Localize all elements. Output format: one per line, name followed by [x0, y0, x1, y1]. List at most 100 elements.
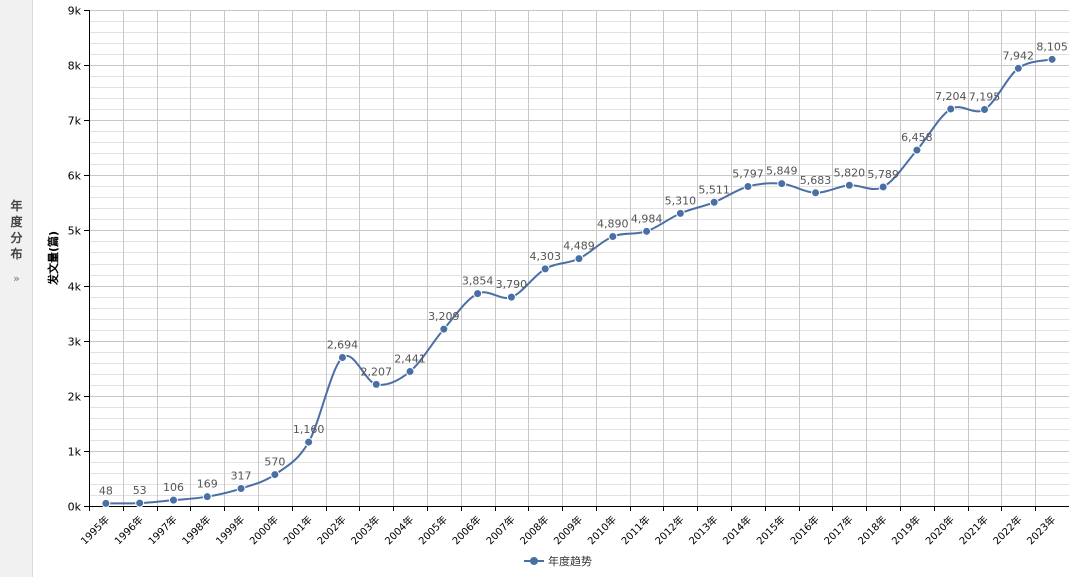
data-point[interactable] [371, 379, 381, 389]
data-point[interactable] [777, 179, 787, 189]
data-point[interactable] [811, 188, 821, 198]
x-tick-label: 2018年 [855, 513, 889, 547]
x-tick-label: 2008年 [517, 513, 551, 547]
side-panel-char: 布 [10, 247, 23, 261]
x-tick-label: 2000年 [247, 513, 281, 547]
data-label: 317 [231, 470, 252, 483]
y-tick-label: 5k [68, 225, 82, 238]
data-point[interactable] [236, 484, 246, 494]
x-tick-label: 2017年 [821, 513, 855, 547]
data-point[interactable] [844, 180, 854, 190]
side-panel-char: 分 [10, 231, 23, 245]
x-tick-label: 2002年 [314, 513, 348, 547]
x-tick-label: 2011年 [618, 513, 652, 547]
x-tick-label: 2019年 [889, 513, 923, 547]
data-point[interactable] [642, 226, 652, 236]
y-tick-label: 4k [68, 281, 82, 294]
data-label: 5,789 [867, 168, 899, 181]
data-label: 3,209 [428, 310, 460, 323]
y-tick-label: 9k [68, 5, 82, 18]
data-label: 4,489 [563, 240, 595, 253]
y-tick-label: 6k [68, 170, 82, 183]
x-tick-label: 1997年 [145, 513, 179, 547]
x-tick-label: 2009年 [551, 513, 585, 547]
data-point[interactable] [675, 208, 685, 218]
data-label: 3,790 [496, 278, 528, 291]
y-tick-label: 8k [68, 60, 82, 73]
legend-marker-icon [530, 557, 538, 565]
data-point[interactable] [574, 254, 584, 264]
data-point[interactable] [506, 292, 516, 302]
data-label: 4,303 [529, 250, 561, 263]
data-label: 1,160 [293, 423, 325, 436]
x-tick-label: 2001年 [281, 513, 315, 547]
data-label: 5,683 [800, 174, 832, 187]
data-point[interactable] [135, 498, 145, 508]
x-tick-label: 2013年 [686, 513, 720, 547]
expand-chevron-icon[interactable]: » [13, 272, 20, 285]
data-point[interactable] [1047, 54, 1057, 64]
data-point[interactable] [168, 495, 178, 505]
data-point[interactable] [439, 324, 449, 334]
data-label: 53 [133, 484, 147, 497]
data-point[interactable] [878, 182, 888, 192]
data-point[interactable] [540, 264, 550, 274]
x-tick-label: 2007年 [483, 513, 517, 547]
data-point[interactable] [202, 492, 212, 502]
legend-label[interactable]: 年度趋势 [548, 554, 592, 568]
data-label: 570 [264, 456, 285, 469]
side-panel-label: 年 度 分 布 [0, 198, 33, 262]
y-tick-label: 1k [68, 446, 82, 459]
x-tick-label: 2005年 [416, 513, 450, 547]
data-label: 5,310 [665, 194, 697, 207]
data-label: 6,458 [901, 131, 933, 144]
data-point[interactable] [608, 232, 618, 242]
x-tick-label: 1996年 [112, 513, 146, 547]
data-point[interactable] [946, 104, 956, 114]
data-label: 169 [197, 478, 218, 491]
data-point[interactable] [473, 289, 483, 299]
data-point[interactable] [709, 197, 719, 207]
x-tick-label: 1998年 [179, 513, 213, 547]
x-tick-label: 2021年 [956, 513, 990, 547]
data-point[interactable] [912, 145, 922, 155]
data-point[interactable] [337, 353, 347, 363]
data-label: 3,854 [462, 275, 494, 288]
data-label: 5,849 [766, 165, 798, 178]
y-tick-label: 7k [68, 115, 82, 128]
x-tick-label: 2014年 [720, 513, 754, 547]
x-tick-label: 2004年 [382, 513, 416, 547]
data-point[interactable] [743, 182, 753, 192]
data-point[interactable] [304, 437, 314, 447]
data-label: 4,984 [631, 212, 663, 225]
data-label: 2,207 [360, 365, 392, 378]
y-tick-label: 0k [68, 501, 82, 514]
legend[interactable]: 年度趋势 [524, 554, 592, 568]
series-line [105, 58, 1053, 505]
side-panel[interactable]: 年 度 分 布 » [0, 0, 33, 577]
x-tick-label: 2003年 [348, 513, 382, 547]
x-tick-label: 1999年 [213, 513, 247, 547]
data-label: 8,105 [1036, 40, 1068, 53]
data-label: 4,890 [597, 218, 629, 231]
data-label: 7,204 [935, 90, 967, 103]
y-tick-label: 2k [68, 391, 82, 404]
x-tick-label: 2015年 [754, 513, 788, 547]
data-label: 5,511 [698, 183, 730, 196]
side-panel-char: 度 [10, 215, 23, 229]
data-point[interactable] [1013, 63, 1023, 73]
data-point[interactable] [101, 498, 111, 508]
x-tick-label: 2012年 [652, 513, 686, 547]
x-tick-label: 1995年 [78, 513, 112, 547]
x-tick-label: 2010年 [585, 513, 619, 547]
data-point[interactable] [270, 470, 280, 480]
y-tick-label: 3k [68, 336, 82, 349]
x-tick-label: 2020年 [923, 513, 957, 547]
data-label: 5,820 [834, 166, 866, 179]
data-point[interactable] [405, 366, 415, 376]
x-tick-label: 2006年 [449, 513, 483, 547]
data-point[interactable] [980, 104, 990, 114]
data-label: 2,694 [327, 339, 359, 352]
